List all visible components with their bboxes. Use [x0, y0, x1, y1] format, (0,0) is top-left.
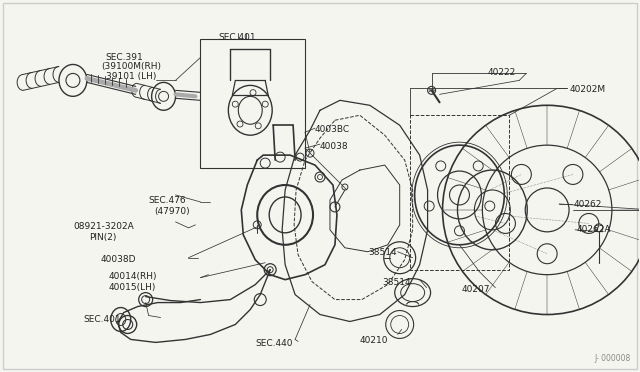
Text: 40222: 40222 [488, 68, 516, 77]
Text: SEC.401: SEC.401 [83, 314, 120, 324]
Bar [410, 115, 509, 270]
Text: 40262: 40262 [574, 200, 602, 209]
Text: 40207: 40207 [461, 285, 490, 294]
Text: 08921-3202A: 08921-3202A [73, 222, 134, 231]
Text: PIN(2): PIN(2) [89, 233, 116, 242]
Text: 40202M: 40202M [569, 86, 605, 94]
Text: SEC.391: SEC.391 [106, 52, 143, 61]
Text: (39100M(RH): (39100M(RH) [101, 62, 161, 71]
Text: 40038D: 40038D [101, 255, 136, 264]
Text: SEC.440: SEC.440 [255, 339, 292, 349]
Text: 40262A: 40262A [577, 225, 612, 234]
Text: SEC.476: SEC.476 [148, 196, 186, 205]
Text: 4003BC: 4003BC [315, 125, 350, 134]
Text: SEC.401: SEC.401 [218, 33, 256, 42]
Text: 40038: 40038 [320, 142, 349, 151]
Text: 39101 (LH): 39101 (LH) [106, 73, 156, 81]
Text: 38514: 38514 [383, 278, 412, 287]
Bar [200, 39, 305, 168]
Text: (47970): (47970) [155, 207, 190, 216]
Text: 38514: 38514 [368, 248, 396, 257]
Text: J- 000008: J- 000008 [595, 355, 631, 363]
Text: 40210: 40210 [360, 336, 388, 346]
Text: 40015(LH): 40015(LH) [109, 283, 156, 292]
Text: 40014(RH): 40014(RH) [109, 272, 157, 281]
